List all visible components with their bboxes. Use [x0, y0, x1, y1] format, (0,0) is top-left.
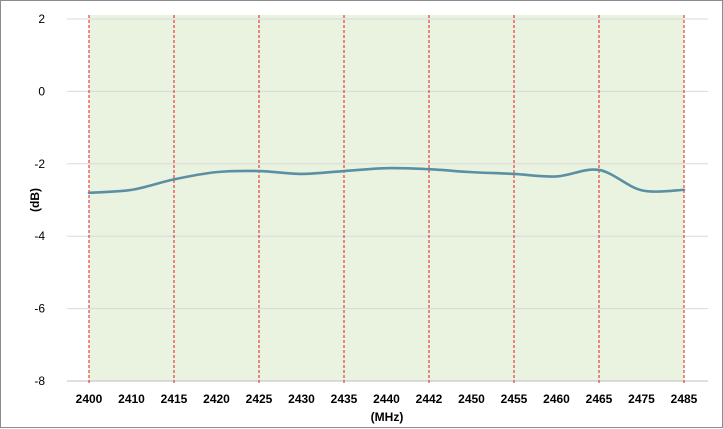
y-tick-label: 2	[38, 12, 45, 26]
x-tick-label: 2475	[628, 392, 655, 406]
x-axis-label: (MHz)	[371, 410, 404, 424]
x-tick-label: 2425	[246, 392, 273, 406]
x-tick-label: 2415	[161, 392, 188, 406]
y-tick-label: -6	[34, 302, 45, 316]
band-region	[89, 15, 684, 381]
y-axis-label: (dB)	[28, 188, 42, 212]
x-tick-label: 2420	[203, 392, 230, 406]
x-tick-label: 2465	[586, 392, 613, 406]
y-tick-label: 0	[38, 84, 45, 98]
y-tick-label: -8	[34, 374, 45, 388]
x-tick-label: 2435	[331, 392, 358, 406]
x-tick-label: 2485	[671, 392, 698, 406]
x-tick-label: 2430	[288, 392, 315, 406]
x-tick-label: 2400	[76, 392, 103, 406]
y-tick-label: -2	[34, 157, 45, 171]
x-tick-label: 2455	[501, 392, 528, 406]
x-tick-label: 2460	[543, 392, 570, 406]
x-tick-label: 2440	[373, 392, 400, 406]
x-tick-label: 2450	[458, 392, 485, 406]
x-tick-label: 2410	[118, 392, 145, 406]
y-tick-label: -4	[34, 229, 45, 243]
x-tick-label: 2442	[416, 392, 443, 406]
